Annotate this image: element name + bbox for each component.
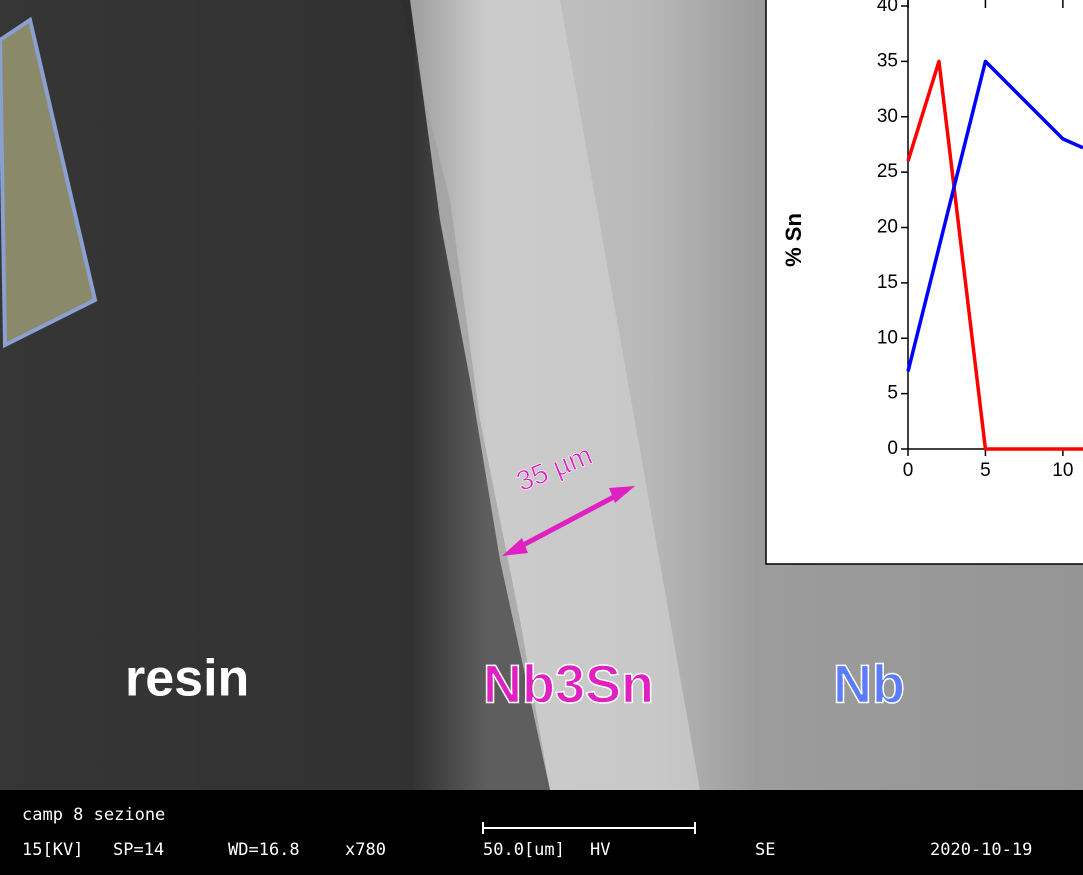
footer-item: 2020-10-19 (930, 840, 1032, 860)
page: {"image": {"labels": {"arrow": "35 µm", … (0, 0, 1083, 875)
footer-item: WD=16.8 (228, 840, 300, 860)
resin-label: resin (125, 650, 249, 708)
y-tick-label: 40 (877, 0, 898, 16)
y-tick-label: 20 (877, 217, 898, 238)
y-tick-label: 0 (887, 438, 898, 459)
footer-bar (0, 790, 1083, 875)
y-tick-label: 25 (877, 161, 898, 182)
footer-item: SE (755, 840, 775, 860)
nb-label: Nb (833, 654, 905, 714)
y-tick-label: 30 (877, 106, 898, 127)
y-tick-label: 35 (877, 50, 898, 71)
y-axis-label: % Sn (781, 213, 806, 267)
footer-item: SP=14 (113, 840, 164, 860)
footer-item: 50.0[um] (483, 840, 565, 860)
x-tick-label: 10 (1052, 460, 1073, 481)
footer-title: camp 8 sezione (22, 805, 165, 825)
x-tick-label: 5 (980, 460, 991, 481)
footer-item: x780 (345, 840, 386, 860)
y-tick-label: 10 (877, 327, 898, 348)
footer-item: HV (590, 840, 610, 860)
sem-image: 35 µm resin Nb3Sn Nb camp 8 sezione 15[K… (0, 0, 1083, 875)
chart-panel (766, 0, 1083, 564)
nb3sn-label: Nb3Sn (483, 654, 654, 714)
footer-item: 15[KV] (22, 840, 83, 860)
x-tick-label: 0 (903, 460, 914, 481)
y-tick-label: 15 (877, 272, 898, 293)
y-tick-label: 5 (887, 383, 898, 404)
